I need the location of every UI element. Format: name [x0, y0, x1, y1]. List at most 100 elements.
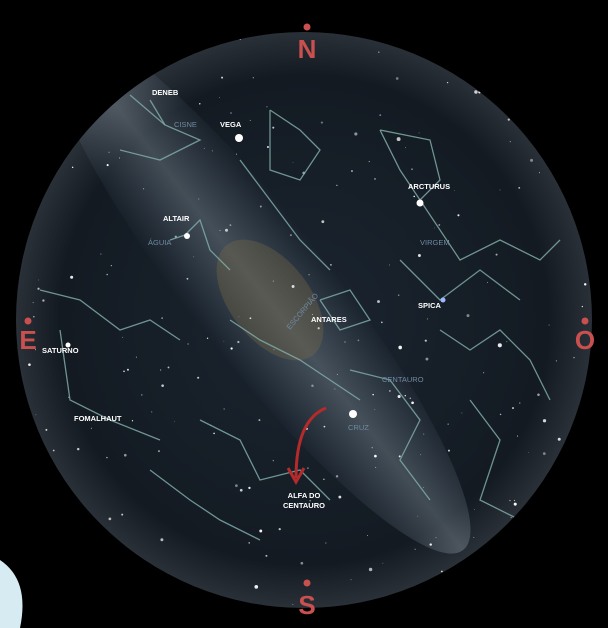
background-star: [121, 513, 124, 516]
background-star: [108, 517, 112, 521]
star-label: SPICA: [418, 301, 442, 310]
background-star: [457, 214, 460, 217]
background-star: [397, 394, 401, 399]
background-star: [292, 162, 294, 164]
star-altair: [184, 233, 190, 239]
background-star: [266, 106, 268, 108]
background-star: [371, 447, 373, 449]
west-dot: [581, 317, 589, 325]
star-label: VEGA: [220, 120, 242, 129]
star-label: SATURNO: [42, 346, 79, 355]
background-star: [447, 82, 449, 84]
background-star: [230, 347, 233, 350]
background-star: [487, 281, 489, 283]
background-star: [237, 340, 240, 344]
background-star: [291, 285, 295, 288]
background-star: [447, 423, 449, 425]
star-label: CENTAURO: [283, 501, 325, 510]
corner-shape: [0, 560, 23, 628]
background-star: [434, 227, 435, 229]
background-star: [555, 360, 558, 362]
background-star: [548, 324, 550, 326]
background-star: [186, 277, 189, 280]
star-arcturus: [416, 199, 424, 207]
background-star: [28, 363, 31, 366]
background-star: [435, 537, 437, 539]
background-star: [230, 112, 232, 114]
background-star: [581, 305, 583, 308]
background-star: [513, 499, 516, 502]
background-star: [389, 390, 391, 392]
background-star: [420, 454, 422, 456]
background-star: [118, 157, 120, 159]
background-star: [300, 561, 304, 565]
background-star: [311, 313, 313, 315]
background-star: [417, 515, 419, 517]
background-star: [126, 368, 129, 371]
background-star: [187, 343, 189, 345]
background-star: [160, 538, 164, 542]
background-star: [530, 158, 534, 162]
background-star: [512, 407, 514, 409]
background-star: [499, 413, 502, 416]
background-star: [583, 283, 587, 286]
background-star: [513, 502, 517, 506]
background-star: [374, 409, 376, 411]
background-star: [76, 447, 80, 451]
background-star: [354, 132, 358, 136]
background-star: [335, 475, 339, 478]
background-star: [518, 186, 521, 189]
background-star: [311, 384, 314, 387]
background-star: [106, 164, 109, 167]
background-star: [239, 488, 243, 492]
background-star: [131, 420, 134, 422]
background-star: [389, 264, 391, 266]
constellation-label: ÁGUIA: [148, 238, 171, 247]
background-star: [34, 349, 36, 351]
background-star: [219, 229, 221, 232]
background-star: [378, 51, 380, 53]
background-star: [528, 452, 529, 453]
background-star: [167, 366, 170, 369]
background-star: [325, 542, 327, 544]
background-star: [519, 402, 521, 404]
background-star: [411, 168, 413, 170]
background-star: [193, 256, 195, 258]
background-star: [198, 198, 200, 200]
background-star: [292, 603, 294, 605]
background-star: [249, 317, 252, 320]
background-star: [411, 401, 414, 405]
background-star: [497, 343, 502, 348]
background-star: [272, 126, 275, 129]
background-star: [45, 428, 48, 431]
background-star: [254, 585, 259, 589]
star-label: DENEB: [152, 88, 179, 97]
background-star: [249, 119, 251, 121]
star-label: ANTARES: [311, 315, 347, 324]
background-star: [160, 369, 162, 371]
background-star: [70, 275, 74, 279]
background-star: [395, 77, 399, 80]
background-star: [517, 435, 519, 437]
background-star: [447, 449, 450, 452]
east-dot: [24, 317, 32, 325]
background-star: [396, 137, 401, 142]
background-star: [106, 273, 108, 276]
background-star: [221, 76, 224, 79]
background-star: [321, 220, 325, 224]
background-star: [35, 414, 37, 416]
star-label: ALFA DO: [288, 491, 321, 500]
background-star: [414, 548, 416, 550]
background-star: [405, 147, 406, 149]
south-label: S: [298, 590, 315, 620]
background-star: [219, 97, 221, 99]
background-star: [423, 433, 425, 435]
background-star: [409, 397, 412, 400]
background-star: [108, 151, 110, 153]
background-star: [272, 459, 275, 462]
background-star: [252, 77, 254, 79]
background-star: [211, 150, 213, 152]
galactic-core: [216, 239, 324, 361]
background-star: [266, 145, 269, 149]
